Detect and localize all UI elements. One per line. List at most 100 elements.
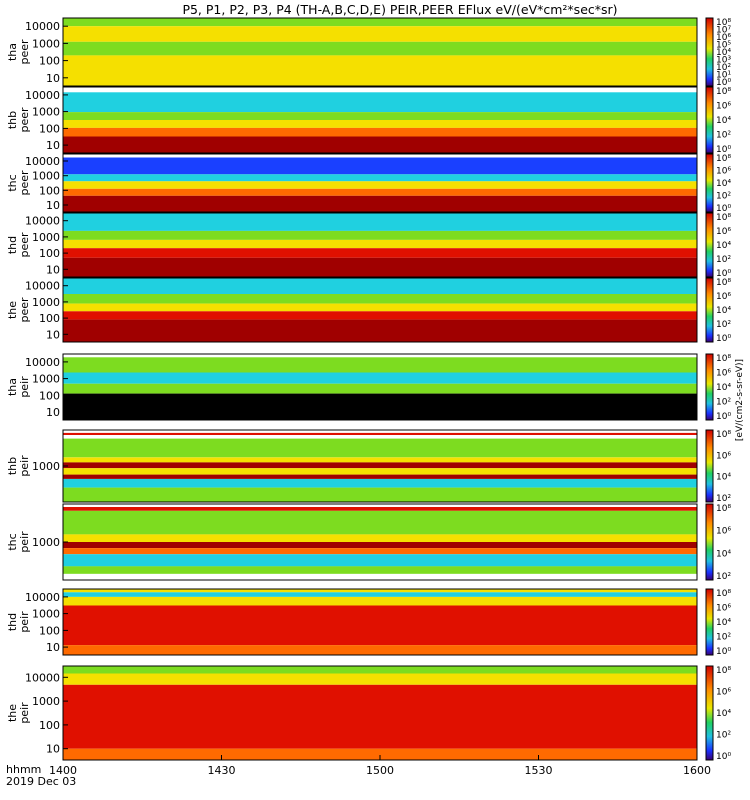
y-tick-label: 1000 bbox=[32, 231, 60, 244]
colorbar-tick-label: 10⁴ bbox=[716, 709, 731, 719]
spectral-band bbox=[63, 666, 697, 674]
x-tick-label: 1430 bbox=[208, 764, 236, 777]
spectral-band bbox=[63, 507, 697, 511]
spectral-band bbox=[63, 605, 697, 646]
panel-thc-peir: 1000 thc peir 10⁸ 10⁶ 10⁴ 10² bbox=[6, 503, 731, 582]
spectral-band bbox=[63, 41, 697, 56]
spectral-band bbox=[63, 92, 697, 113]
colorbar-tick-label: 10⁴ bbox=[716, 549, 731, 559]
colorbar-tick-label: 10⁸ bbox=[716, 504, 731, 514]
spectral-band bbox=[63, 504, 697, 507]
colorbar-tick-label: 10⁰ bbox=[716, 334, 731, 344]
panel-frame bbox=[62, 212, 698, 278]
colorbar-tick-label: 10⁸ bbox=[716, 430, 731, 440]
spectral-band bbox=[63, 303, 697, 312]
y-tick-label: 10000 bbox=[25, 215, 60, 228]
spectral-band bbox=[63, 510, 697, 535]
spectral-band bbox=[63, 195, 697, 212]
panel-probe-label: thd bbox=[6, 236, 19, 254]
colorbar-tick-label: 10⁵ bbox=[716, 41, 731, 51]
panel-probe-label: the bbox=[6, 704, 19, 722]
colorbar-tick-label: 10² bbox=[716, 255, 731, 265]
panel-product-label: peer bbox=[18, 297, 31, 323]
colorbar-tick-label: 10⁶ bbox=[716, 604, 731, 614]
x-tick-label: 1530 bbox=[525, 764, 553, 777]
y-tick-label: 10 bbox=[46, 743, 60, 756]
y-tick-label: 10000 bbox=[25, 356, 60, 369]
spectral-band bbox=[63, 673, 697, 685]
colorbar-tick-label: 10² bbox=[716, 731, 731, 741]
y-tick-label: 10 bbox=[46, 641, 60, 654]
spectral-band bbox=[63, 26, 697, 42]
colorbar bbox=[705, 212, 714, 278]
spectral-band bbox=[63, 548, 697, 555]
colorbar-tick-label: 10⁶ bbox=[716, 688, 731, 698]
colorbar-tick-label: 10⁶ bbox=[716, 167, 731, 177]
colorbar-tick-label: 10⁰ bbox=[716, 752, 731, 762]
colorbar bbox=[705, 17, 714, 87]
colorbar-tick-label: 10⁸ bbox=[716, 213, 731, 223]
colorbar-tick-label: 10⁶ bbox=[716, 369, 731, 379]
y-tick-label: 100 bbox=[39, 247, 60, 260]
spectral-band bbox=[63, 474, 697, 479]
spectral-band bbox=[63, 120, 697, 128]
y-tick-label: 10 bbox=[46, 199, 60, 212]
y-tick-label: 10000 bbox=[25, 20, 60, 33]
spectral-band bbox=[63, 592, 697, 597]
spectral-band bbox=[63, 154, 697, 158]
spectral-band bbox=[63, 257, 697, 277]
panel-probe-label: the bbox=[6, 301, 19, 319]
y-tick-label: 1000 bbox=[32, 460, 60, 473]
panel-probe-label: thb bbox=[6, 111, 19, 129]
y-tick-label: 10000 bbox=[25, 155, 60, 168]
time-axis: hhmm 2019 Dec 03 1400 1430 1500 1530 1600 bbox=[6, 755, 711, 788]
spectral-band bbox=[63, 354, 697, 358]
colorbar-tick-label: 10⁶ bbox=[716, 527, 731, 537]
colorbar bbox=[705, 503, 714, 581]
panel-thd-peer: 10000 1000 100 10 thd peer 10⁸ 10⁶ 10⁴ 10² 10⁰ bbox=[6, 212, 731, 279]
colorbar bbox=[705, 665, 714, 761]
y-tick-label: 100 bbox=[39, 624, 60, 637]
spectral-band bbox=[63, 487, 697, 502]
y-tick-label: 1000 bbox=[32, 106, 60, 119]
spectral-band bbox=[63, 372, 697, 384]
x-tick-label: 1400 bbox=[49, 764, 77, 777]
spectral-band bbox=[63, 55, 697, 86]
colorbar-tick-label: 10⁴ bbox=[716, 241, 731, 251]
colorbar bbox=[705, 429, 714, 503]
colorbar-tick-label: 10² bbox=[716, 192, 731, 202]
colorbar bbox=[705, 353, 714, 421]
spectral-band bbox=[63, 393, 697, 420]
colorbar bbox=[705, 277, 714, 343]
y-tick-label: 1000 bbox=[32, 37, 60, 50]
panel-product-label: peir bbox=[18, 455, 31, 477]
y-tick-label: 100 bbox=[39, 55, 60, 68]
spectral-band bbox=[63, 383, 697, 394]
spectral-band bbox=[63, 468, 697, 475]
colorbar-tick-label: 10⁰ bbox=[716, 78, 731, 88]
colorbar-tick-label: 10⁴ bbox=[716, 618, 731, 628]
colorbar-tick-label: 10⁴ bbox=[716, 473, 731, 483]
colorbar-tick-label: 10² bbox=[716, 398, 731, 408]
panel-the-peir: 10000 1000 100 10 the peir 10⁸ 10⁶ 10⁴ 10² 10⁰ bbox=[6, 665, 731, 762]
y-tick-label: 10000 bbox=[25, 591, 60, 604]
panel-frame bbox=[62, 86, 698, 154]
y-tick-label: 10000 bbox=[25, 89, 60, 102]
panel-product-label: peer bbox=[18, 39, 31, 65]
panel-thd-peir: 10000 1000 100 10 thd peir 10⁸ 10⁶ 10⁴ 10² 10⁰ bbox=[6, 588, 731, 657]
spectral-band bbox=[63, 239, 697, 249]
spectral-band bbox=[63, 573, 697, 580]
spectral-band bbox=[63, 435, 697, 439]
colorbar-tick-label: 10⁸ bbox=[716, 87, 731, 97]
spectral-band bbox=[63, 645, 697, 655]
y-tick-label: 100 bbox=[39, 389, 60, 402]
colorbar-tick-label: 10² bbox=[716, 633, 731, 643]
y-tick-label: 10 bbox=[46, 139, 60, 152]
spectral-band bbox=[63, 319, 697, 342]
x-tick-label: 1600 bbox=[683, 764, 711, 777]
y-tick-label: 1000 bbox=[32, 170, 60, 183]
y-tick-label: 10 bbox=[46, 263, 60, 276]
